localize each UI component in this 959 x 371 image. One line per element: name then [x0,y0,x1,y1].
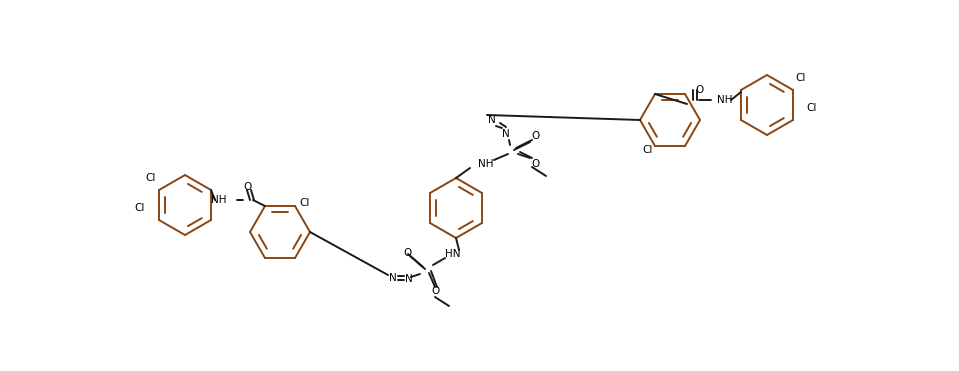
Text: O: O [244,182,252,192]
Text: Cl: Cl [135,203,145,213]
Text: NH: NH [478,159,494,169]
Text: N: N [503,129,510,139]
Text: Cl: Cl [807,103,817,113]
Text: N: N [488,115,496,125]
Text: Cl: Cl [796,73,807,83]
Text: N: N [405,274,413,284]
Text: N: N [389,273,397,283]
Text: NH: NH [212,195,227,205]
Text: Cl: Cl [643,145,653,155]
Text: Cl: Cl [146,173,156,183]
Text: O: O [431,286,439,296]
Text: O: O [532,159,540,169]
Text: NH: NH [717,95,733,105]
Text: O: O [403,248,411,258]
Text: O: O [695,85,703,95]
Text: Cl: Cl [299,198,310,208]
Text: O: O [532,131,540,141]
Text: HN: HN [445,249,460,259]
